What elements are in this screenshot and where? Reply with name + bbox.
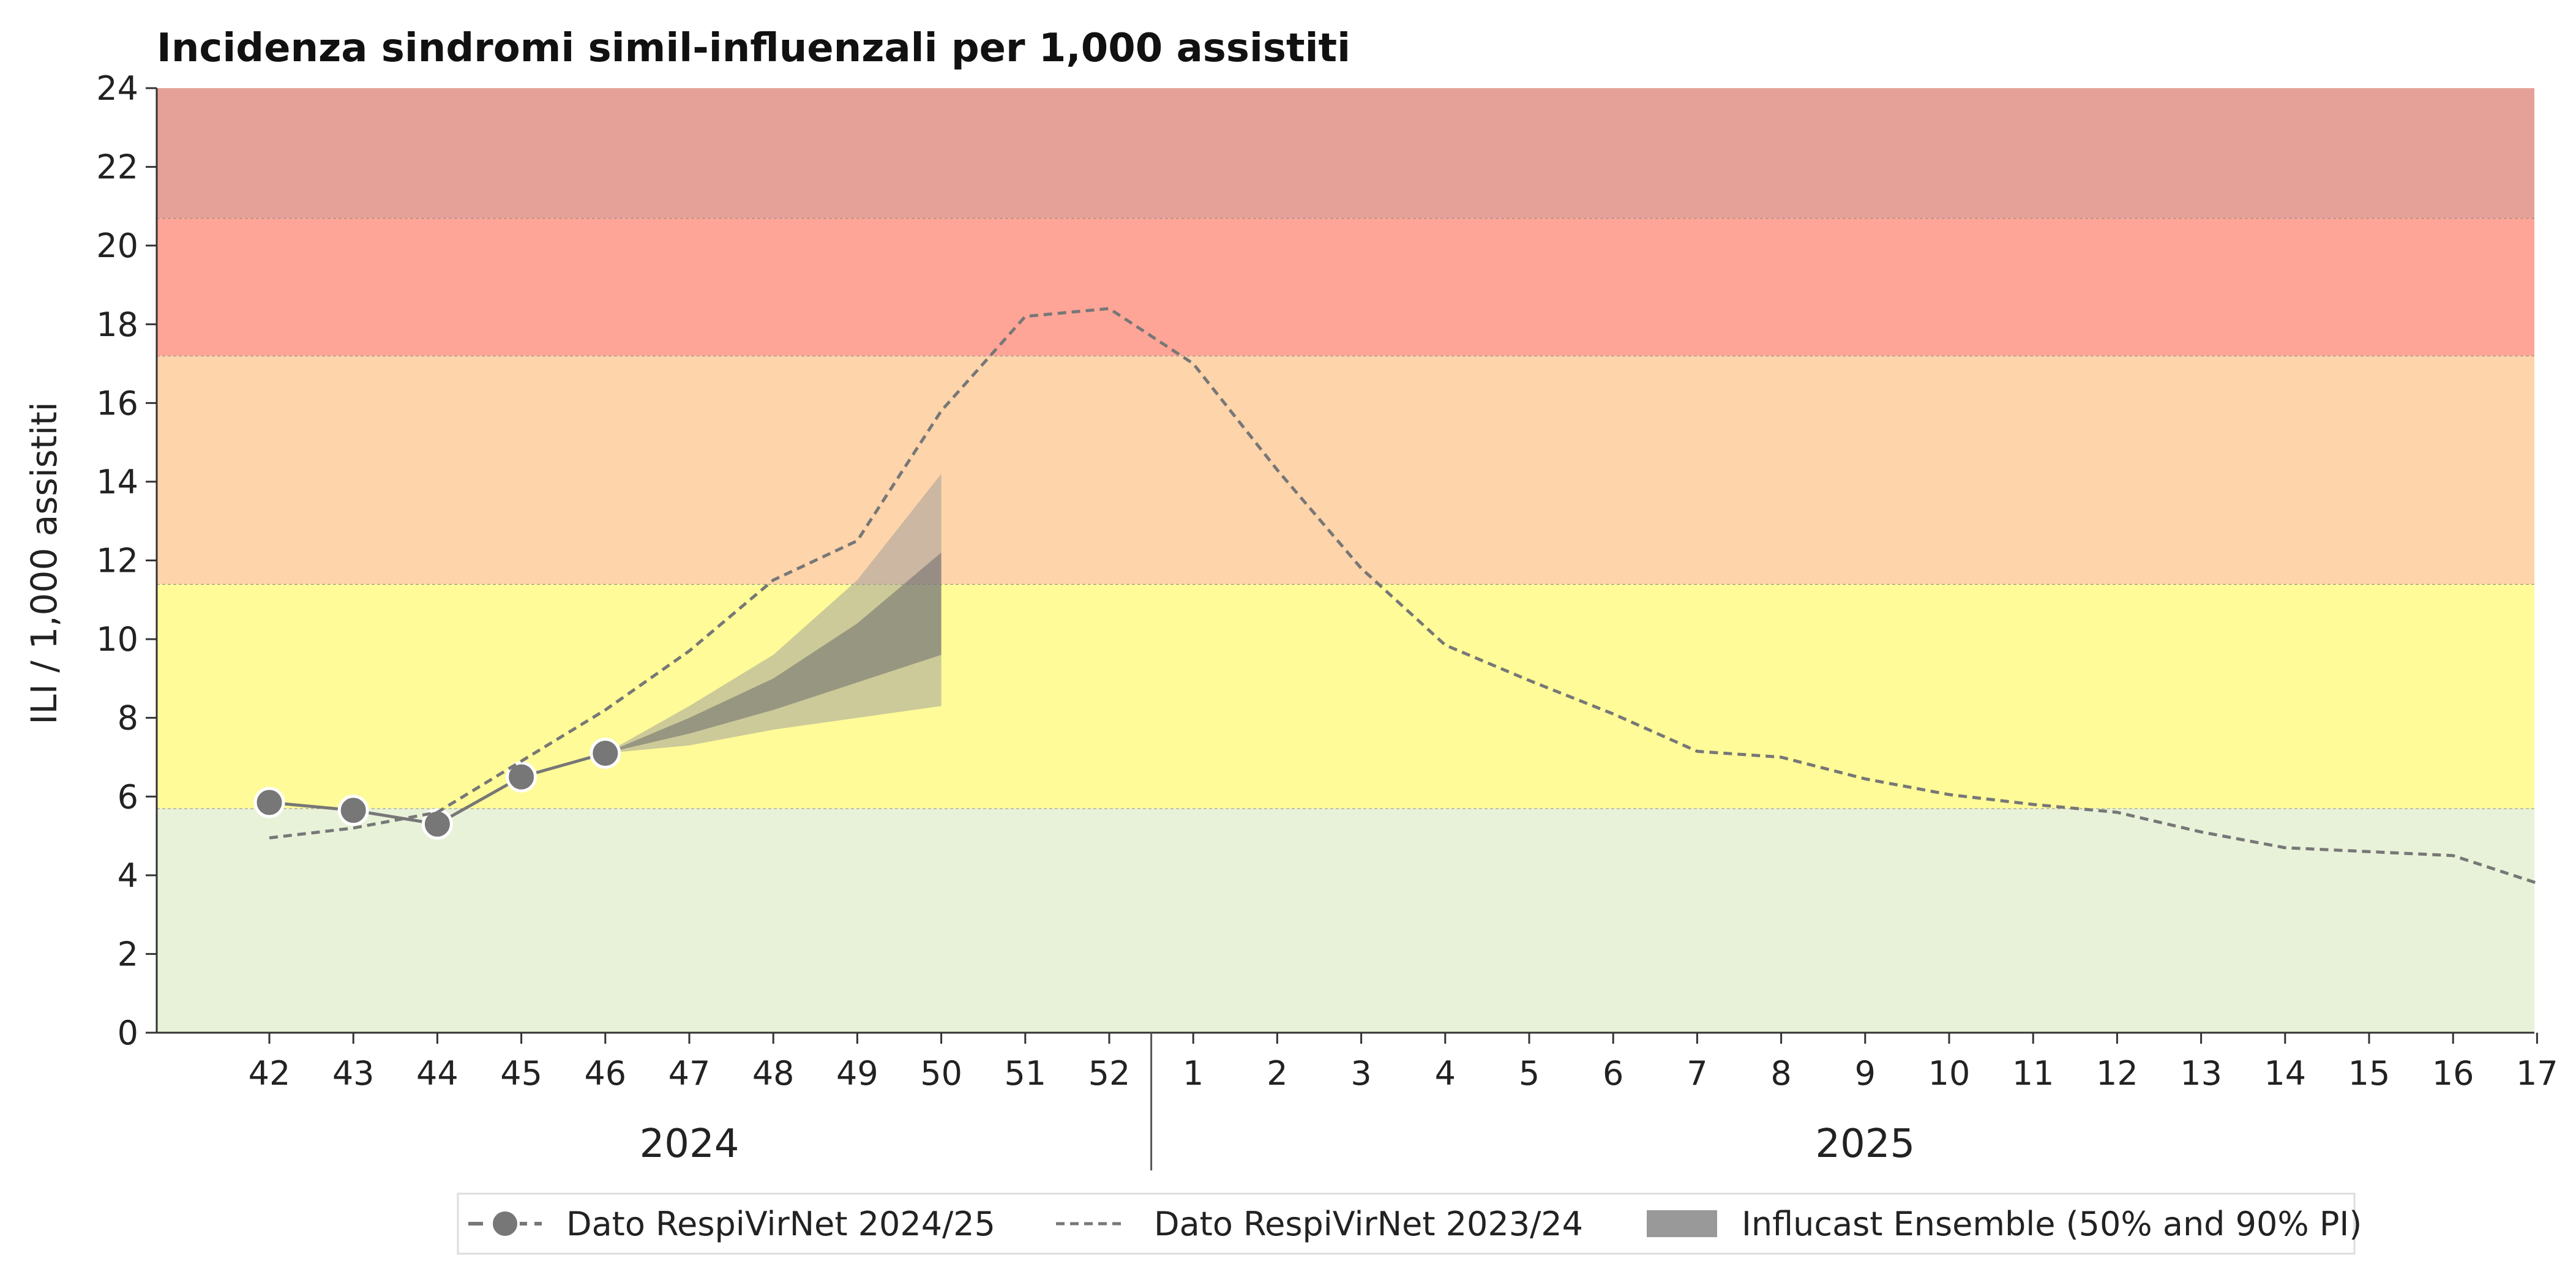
- x-tick-label: 12: [2096, 1054, 2138, 1093]
- x-tick-label: 17: [2516, 1054, 2558, 1093]
- threshold-band-0: [157, 808, 2534, 1033]
- x-tick-label: 16: [2432, 1054, 2474, 1093]
- y-tick-label: 20: [96, 226, 138, 265]
- legend-entry-forecast: Influcast Ensemble (50% and 90% PI): [1647, 1205, 2362, 1243]
- legend: Dato RespiVirNet 2024/25 Dato RespiVirNe…: [457, 1192, 2362, 1255]
- legend-marker-2024-25: [490, 1209, 520, 1238]
- x-tick-label: 2: [1267, 1054, 1287, 1093]
- x-tick-label: 45: [500, 1054, 542, 1093]
- x-tick-label: 1: [1183, 1054, 1204, 1093]
- x-tick-label: 13: [2180, 1054, 2222, 1093]
- x-tick-label: 7: [1687, 1054, 1707, 1093]
- x-tick-label: 10: [1928, 1054, 1971, 1093]
- x-tick-label: 6: [1603, 1054, 1623, 1093]
- threshold-band-4: [157, 88, 2534, 219]
- data-point-2024-25: [337, 795, 369, 826]
- x-tick-label: 47: [668, 1054, 711, 1093]
- y-tick-label: 24: [96, 69, 138, 108]
- legend-frame: [457, 1192, 2356, 1255]
- legend-label-2024-25: Dato RespiVirNet 2024/25: [566, 1205, 995, 1243]
- y-tick-label: 4: [118, 856, 138, 895]
- x-tick-label: 11: [2012, 1054, 2054, 1093]
- data-point-2024-25: [506, 761, 537, 793]
- x-tick-label: 8: [1770, 1054, 1791, 1093]
- forecast-pi90-band: [605, 474, 942, 754]
- y-tick-label: 16: [96, 384, 138, 422]
- legend-label-forecast: Influcast Ensemble (50% and 90% PI): [1742, 1205, 2362, 1243]
- x-tick-label: 5: [1519, 1054, 1540, 1093]
- legend-entry-2023-24: Dato RespiVirNet 2023/24: [1056, 1205, 1583, 1243]
- y-axis-label: ILI / 1,000 assistiti: [23, 402, 65, 724]
- x-tick-label: 49: [836, 1054, 878, 1093]
- series-line-2023-24: [269, 307, 2538, 885]
- data-point-2024-25: [253, 787, 285, 818]
- x-tick-label: 9: [1855, 1054, 1876, 1093]
- forecast-pi50-band: [605, 552, 942, 754]
- x-tick-label: 43: [332, 1054, 375, 1093]
- data-point-2024-25: [590, 738, 621, 769]
- y-tick-label: 6: [118, 777, 138, 816]
- x-tick-label: 42: [249, 1054, 291, 1093]
- x-tick-label: 46: [584, 1054, 626, 1093]
- legend-label-2023-24: Dato RespiVirNet 2023/24: [1154, 1205, 1583, 1243]
- y-tick-label: 14: [96, 463, 138, 501]
- x-tick-label: 44: [416, 1054, 459, 1093]
- y-tick-label: 18: [96, 305, 138, 344]
- y-tick-label: 10: [96, 620, 138, 659]
- y-tick-label: 22: [96, 148, 138, 187]
- threshold-band-3: [157, 218, 2534, 356]
- y-tick-label: 8: [118, 699, 138, 738]
- data-point-2024-25: [421, 808, 453, 840]
- x-tick-label: 15: [2348, 1054, 2391, 1093]
- x-tick-label: 51: [1004, 1054, 1046, 1093]
- y-tick-label: 0: [118, 1014, 138, 1052]
- x-tick-label: 52: [1088, 1054, 1131, 1093]
- x-tick-label: 3: [1350, 1054, 1371, 1093]
- chart-title: Incidenza sindromi simil-influenzali per…: [157, 26, 1350, 71]
- series-lines: [253, 307, 2538, 885]
- threshold-band-2: [157, 356, 2534, 585]
- x-tick-label: 48: [752, 1054, 795, 1093]
- threshold-band-1: [157, 584, 2534, 809]
- y-tick-label: 12: [96, 542, 138, 580]
- x-tick-label: 4: [1435, 1054, 1456, 1093]
- legend-swatch-forecast: [1647, 1210, 1717, 1237]
- y-tick-label: 2: [118, 935, 138, 973]
- forecast-bands: [605, 474, 942, 754]
- x-tick-label: 14: [2264, 1054, 2306, 1093]
- threshold-bands: [157, 88, 2534, 1033]
- year-label: 2025: [1815, 1121, 1915, 1167]
- year-label: 2024: [640, 1121, 739, 1167]
- legend-entry-2024-25: Dato RespiVirNet 2024/25: [468, 1205, 995, 1243]
- x-tick-label: 50: [920, 1054, 962, 1093]
